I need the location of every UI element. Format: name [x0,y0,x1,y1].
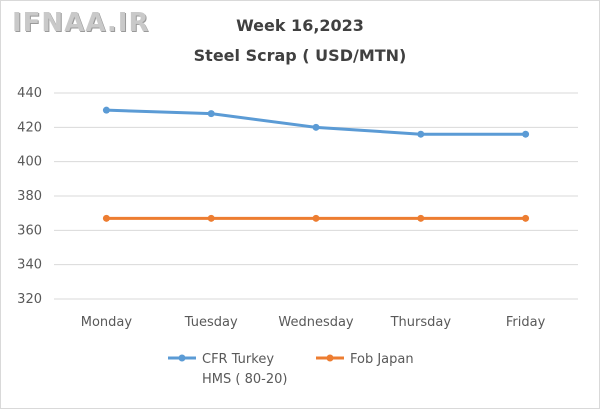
data-point [312,123,320,131]
y-tick-label: 360 [17,223,42,238]
legend-swatch-marker [326,354,334,362]
data-point [417,214,425,222]
y-tick-label: 340 [17,258,42,273]
data-point [102,214,110,222]
x-tick-label: Monday [81,315,133,330]
x-tick-label: Friday [506,315,546,330]
legend-label: Fob Japan [350,352,414,367]
data-point [102,106,110,114]
y-tick-label: 420 [17,120,42,135]
legend-label: HMS ( 80-20) [202,372,287,387]
legend-swatch-marker [178,354,186,362]
data-point [522,130,530,138]
chart-title: Week 16,2023 [236,16,364,35]
x-tick-label: Tuesday [184,315,238,330]
chart-subtitle: Steel Scrap ( USD/MTN) [193,46,407,65]
x-tick-label: Wednesday [278,315,354,330]
data-point [207,214,215,222]
data-point [417,130,425,138]
x-tick-label: Thursday [390,315,452,330]
data-point [312,214,320,222]
y-tick-label: 440 [17,86,42,101]
y-tick-label: 320 [17,292,42,307]
data-point [522,214,530,222]
data-point [207,110,215,118]
legend-label: CFR Turkey [202,352,274,367]
y-tick-label: 400 [17,155,42,170]
y-tick-label: 380 [17,189,42,204]
watermark-logo: IFNAA.IR [12,8,150,38]
